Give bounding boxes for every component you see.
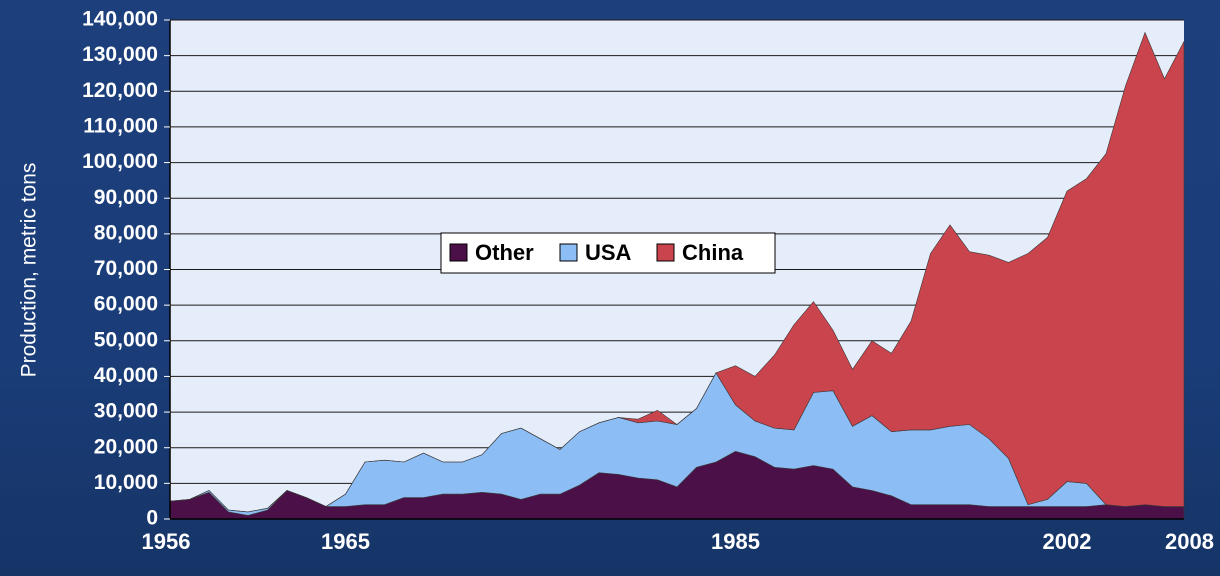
x-tick-label: 1956 — [142, 529, 191, 554]
y-axis: 0 10,000 20,000 30,000 40,000 50,000 60,000 70,… — [82, 8, 171, 530]
x-tick-label: 1965 — [321, 529, 370, 554]
x-tick-label: 2002 — [1043, 529, 1092, 554]
y-tick-label: 60,000 — [94, 293, 158, 316]
legend-swatch-usa — [559, 243, 578, 262]
legend-label-china: China — [682, 240, 744, 265]
y-tick-label: 0 — [146, 507, 158, 530]
area-china — [169, 31, 1185, 513]
y-tick-label: 80,000 — [94, 221, 158, 244]
y-tick-label: 110,000 — [83, 114, 158, 137]
y-tick-label: 50,000 — [94, 328, 158, 351]
legend: Other USA China — [440, 232, 776, 274]
y-tick-label: 20,000 — [94, 435, 158, 458]
y-tick-label: 140,000 — [82, 8, 158, 31]
y-tick-label: 70,000 — [94, 257, 158, 280]
legend-box — [440, 232, 776, 274]
legend-label-other: Other — [475, 240, 534, 265]
y-tick-label: 100,000 — [82, 150, 158, 173]
x-axis: 1956 1965 1985 2002 2008 — [142, 518, 1214, 554]
y-tick-label: 90,000 — [94, 186, 158, 209]
gridlines — [170, 19, 1184, 484]
x-tick-label: 2008 — [1165, 529, 1214, 554]
y-tick-label: 130,000 — [82, 43, 158, 66]
legend-label-usa: USA — [585, 240, 632, 265]
y-axis-label: Production, metric tons — [18, 163, 41, 378]
y-tick-label: 10,000 — [94, 471, 158, 494]
x-tick-label: 1985 — [711, 529, 760, 554]
y-tick-label: 30,000 — [94, 400, 158, 423]
y-tick-label: 120,000 — [82, 79, 158, 102]
legend-swatch-other — [449, 243, 468, 262]
legend-swatch-china — [656, 243, 675, 262]
y-tick-label: 40,000 — [94, 364, 158, 387]
